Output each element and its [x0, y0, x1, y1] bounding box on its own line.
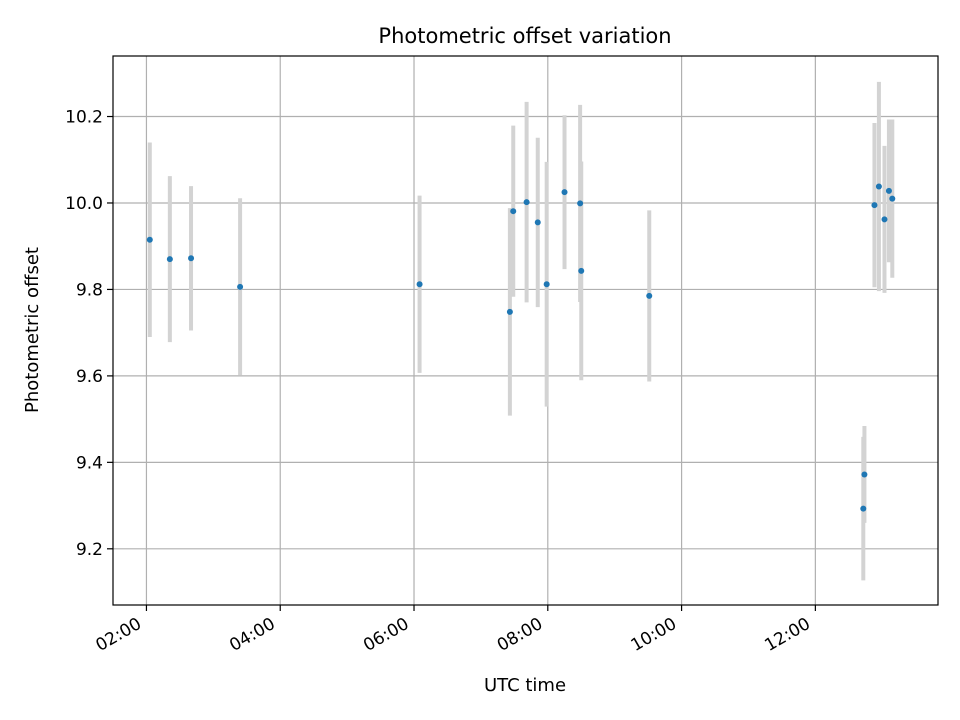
data-point: [416, 281, 423, 288]
data-point: [543, 281, 550, 288]
error-bars: [147, 81, 895, 581]
data-point: [646, 292, 653, 299]
data-point: [889, 195, 896, 202]
x-tick-label: 02:00: [93, 614, 145, 656]
data-point: [885, 187, 892, 194]
chart-title: Photometric offset variation: [378, 24, 671, 48]
x-tick-label: 10:00: [628, 614, 680, 656]
data-point: [871, 202, 878, 209]
data-point: [577, 200, 584, 207]
plot-frame: [112, 55, 939, 606]
data-point: [578, 267, 585, 274]
y-tick-label: 9.8: [76, 280, 103, 300]
data-point: [146, 236, 153, 243]
y-tick-label: 9.6: [76, 367, 103, 387]
x-tick-label: 04:00: [226, 614, 278, 656]
data-point: [510, 208, 517, 215]
y-axis-label: Photometric offset: [22, 247, 43, 413]
x-tick-label: 12:00: [761, 614, 813, 656]
y-axis-ticks: 9.2 9.4 9.6 9.8 10.0 10.2: [65, 108, 113, 560]
x-tick-label: 06:00: [360, 614, 412, 656]
data-point: [861, 471, 868, 478]
data-point: [166, 256, 173, 263]
y-tick-label: 9.4: [76, 453, 103, 473]
data-points: [146, 183, 896, 512]
data-point: [237, 283, 244, 290]
data-point: [561, 189, 568, 196]
data-point: [534, 219, 541, 226]
grid-lines: [113, 56, 938, 605]
data-point: [523, 199, 530, 206]
data-point: [188, 255, 195, 262]
y-tick-label: 10.0: [65, 194, 103, 214]
x-axis-label: UTC time: [484, 675, 566, 696]
y-tick-label: 10.2: [65, 108, 103, 128]
y-tick-label: 9.2: [76, 540, 103, 560]
x-axis-ticks: 02:00 04:00 06:00 08:00 10:00 12:00: [93, 605, 816, 656]
data-point: [881, 216, 888, 223]
x-tick-label: 08:00: [494, 614, 546, 656]
data-point: [860, 505, 867, 512]
data-point: [506, 308, 513, 315]
data-point: [875, 183, 882, 190]
